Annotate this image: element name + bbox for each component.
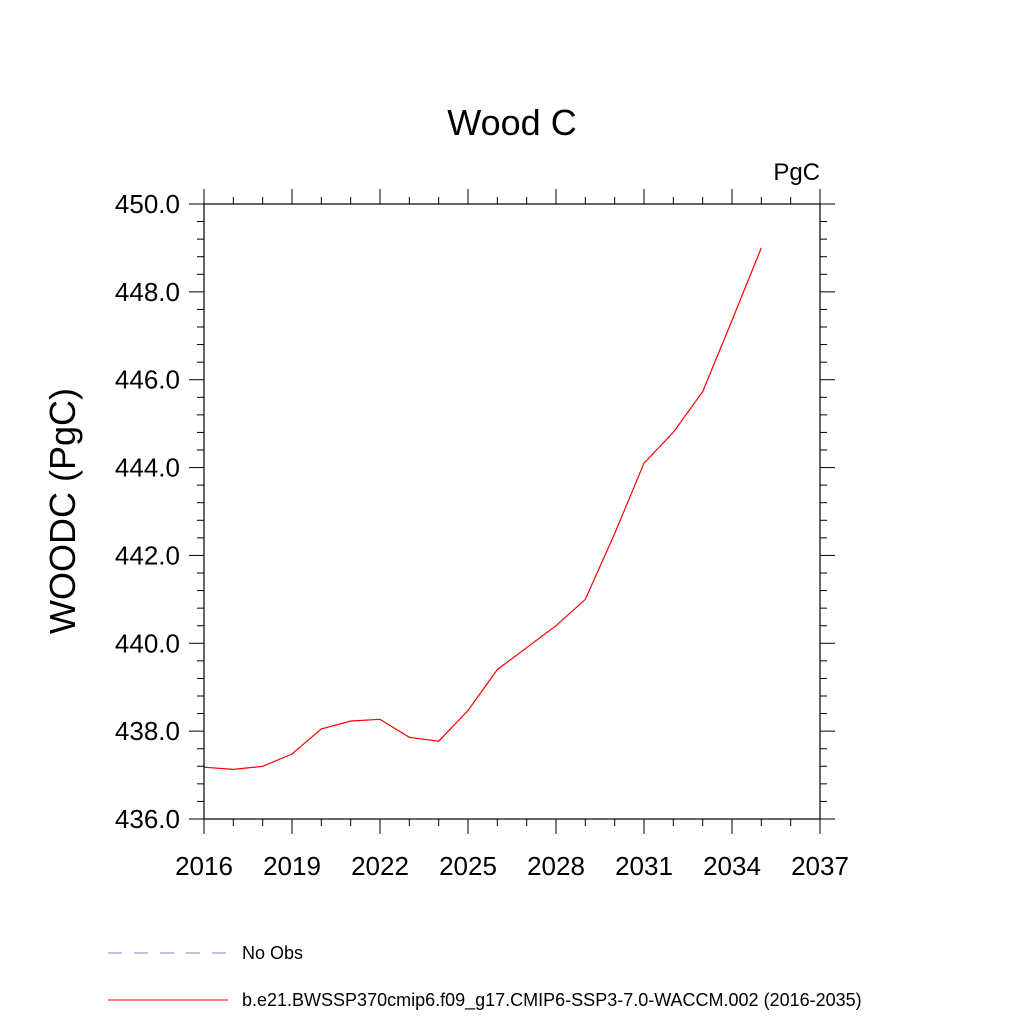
data-point [408, 736, 411, 739]
series-layer [203, 246, 763, 771]
data-point [467, 709, 470, 712]
data-point [672, 431, 675, 434]
data-point [437, 740, 440, 743]
data-point [701, 390, 704, 393]
x-tick-label: 2034 [703, 851, 761, 881]
y-tick-label: 440.0 [115, 628, 180, 658]
data-point [731, 319, 734, 322]
plot-frame [203, 203, 821, 820]
data-point [496, 668, 499, 671]
y-tick-label: 436.0 [115, 804, 180, 834]
y-tick-label: 442.0 [115, 540, 180, 570]
data-point [291, 752, 294, 755]
y-tick-label: 444.0 [115, 453, 180, 483]
data-point [232, 768, 235, 771]
data-point [261, 765, 264, 768]
series-line-0 [203, 247, 762, 771]
data-point [760, 246, 763, 249]
data-point [584, 598, 587, 601]
data-point [643, 462, 646, 465]
legend-label-no-obs: No Obs [242, 943, 303, 963]
data-point [613, 532, 616, 535]
y-tick-label: 450.0 [115, 189, 180, 219]
x-tick-label: 2016 [175, 851, 233, 881]
x-tick-label: 2031 [615, 851, 673, 881]
y-tick-label: 446.0 [115, 365, 180, 395]
x-tick-label: 2028 [527, 851, 585, 881]
data-point [349, 720, 352, 723]
y-axis-label: WOODC (PgC) [42, 388, 83, 634]
units-label: PgC [773, 159, 820, 186]
legend: No Obs b.e21.BWSSP370cmip6.f09_g17.CMIP6… [108, 943, 862, 1011]
x-tick-label: 2025 [439, 851, 497, 881]
x-tick-label: 2019 [263, 851, 321, 881]
legend-label-model-run: b.e21.BWSSP370cmip6.f09_g17.CMIP6-SSP3-7… [242, 990, 862, 1011]
y-tick-label: 448.0 [115, 277, 180, 307]
x-tick-label: 2022 [351, 851, 409, 881]
data-point [379, 718, 382, 721]
x-tick-label: 2037 [791, 851, 849, 881]
axis-tick-labels: 2016 2019 2022 2025 2028 2031 2034 2037 436.0 438… [115, 189, 849, 881]
data-point [525, 646, 528, 649]
chart-title: Wood C [447, 102, 576, 143]
data-point [320, 727, 323, 730]
data-point [555, 624, 558, 627]
y-tick-label: 438.0 [115, 716, 180, 746]
axis-ticks [189, 189, 835, 834]
